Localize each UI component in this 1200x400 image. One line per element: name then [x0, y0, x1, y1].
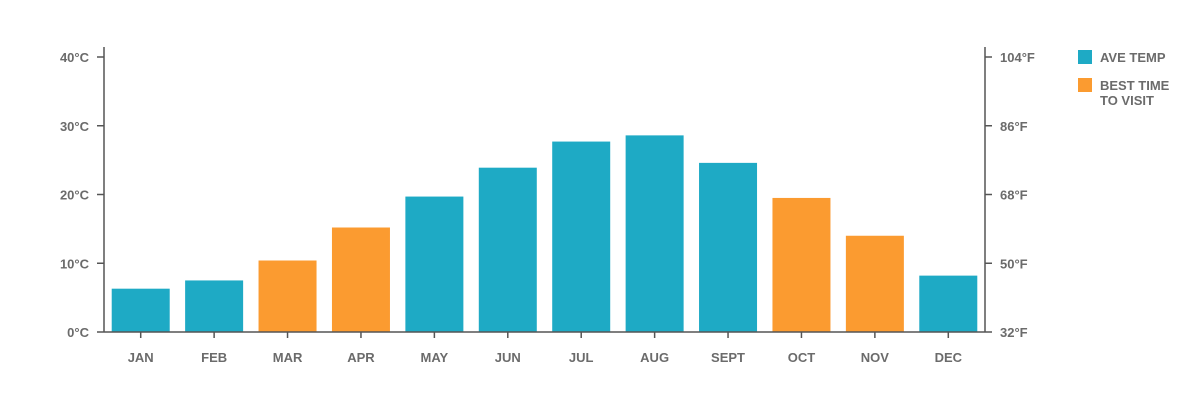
x-tick-label: DEC: [935, 350, 963, 365]
left-y-tick-label: 0°C: [67, 325, 89, 340]
bar-mar: [258, 260, 317, 332]
legend-label: AVE TEMP: [1100, 50, 1166, 65]
right-y-tick-label: 86°F: [1000, 119, 1028, 134]
left-y-tick-label: 20°C: [60, 188, 90, 203]
x-tick-label: NOV: [861, 350, 890, 365]
bar-dec: [919, 275, 978, 332]
axes-group: JAN FEB MAR APR MAY JUN JUL AUG SEPT OCT NOV DEC 0°C…: [60, 47, 1035, 365]
bar-may: [405, 196, 464, 332]
bar-sept: [699, 162, 758, 332]
x-tick-label: AUG: [640, 350, 669, 365]
x-tick-label: APR: [347, 350, 375, 365]
x-tick-label: FEB: [201, 350, 227, 365]
bar-nov: [845, 235, 904, 332]
left-y-tick-label: 30°C: [60, 119, 90, 134]
x-tick-label: JUL: [569, 350, 594, 365]
legend-label: BEST TIME: [1100, 78, 1170, 93]
x-tick-label: MAY: [421, 350, 449, 365]
bar-jun: [478, 167, 537, 332]
x-tick-label: JAN: [128, 350, 154, 365]
bar-apr: [331, 227, 390, 332]
x-tick-label: SEPT: [711, 350, 745, 365]
left-y-tick-label: 40°C: [60, 50, 90, 65]
legend-swatch: [1078, 50, 1092, 64]
right-y-tick-label: 50°F: [1000, 256, 1028, 271]
left-y-tick-label: 10°C: [60, 256, 90, 271]
bar-jul: [552, 141, 611, 332]
bar-feb: [185, 280, 244, 332]
legend-label: TO VISIT: [1100, 93, 1154, 108]
bar-oct: [772, 197, 831, 332]
legend-swatch: [1078, 78, 1092, 92]
bar-aug: [625, 135, 684, 332]
right-y-tick-label: 104°F: [1000, 50, 1035, 65]
x-tick-label: OCT: [788, 350, 816, 365]
right-y-tick-label: 68°F: [1000, 188, 1028, 203]
right-y-tick-label: 32°F: [1000, 325, 1028, 340]
bar-jan: [111, 288, 170, 332]
x-tick-label: MAR: [273, 350, 303, 365]
x-tick-label: JUN: [495, 350, 521, 365]
bars-group: [111, 135, 978, 332]
